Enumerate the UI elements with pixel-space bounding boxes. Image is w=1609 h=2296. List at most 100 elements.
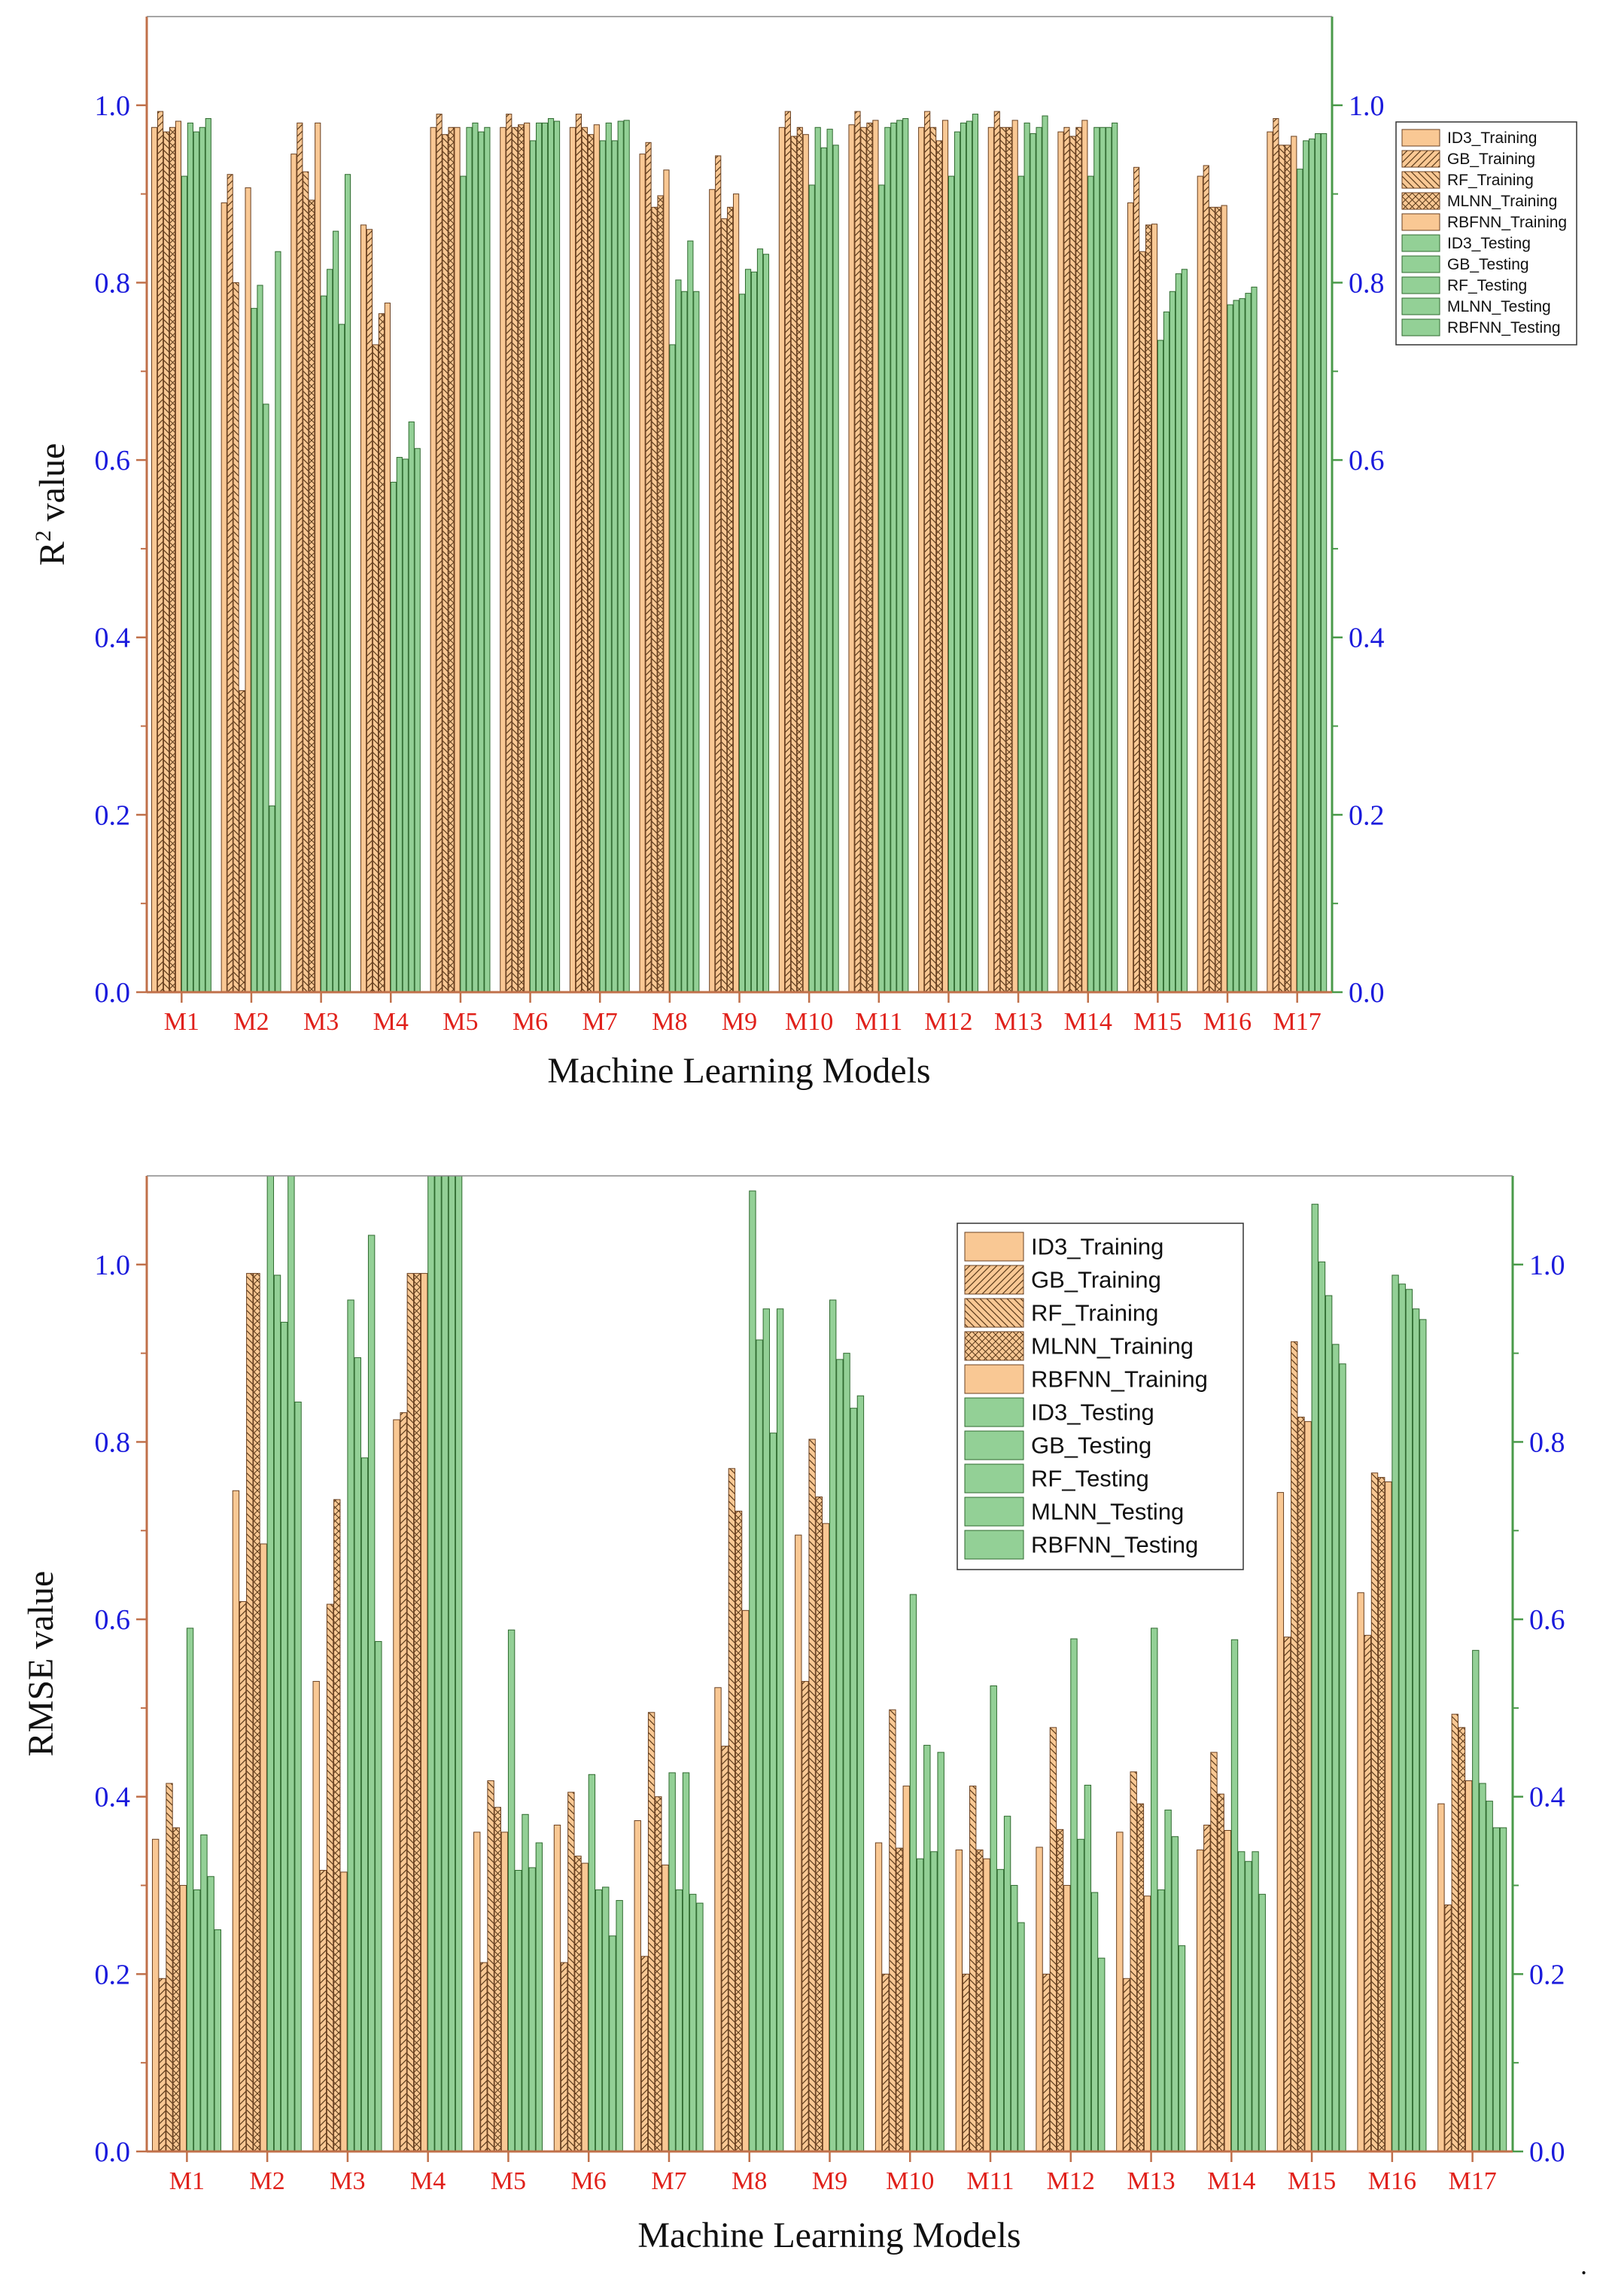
r2-bar-M8-GB_Training: [645, 142, 652, 993]
rmse-bar-M13-GB_Testing: [1157, 1889, 1165, 2152]
r2-bar-M5-MLNN_Testing: [478, 131, 485, 993]
rmse-bar-M14-MLNN_Testing: [1252, 1851, 1259, 2152]
rmse-bar-M15-ID3_Testing: [1311, 1204, 1319, 2152]
r2-bar-M6-ID3_Training: [500, 126, 506, 993]
r2-bar-M17-ID3_Testing: [1297, 169, 1303, 993]
r2-bar-M6-MLNN_Testing: [547, 117, 555, 993]
rmse-legend-swatch: [964, 1265, 1024, 1295]
rmse-bar-M3-RBFNN_Testing: [375, 1641, 382, 2152]
r2-bar-M11-RBFNN_Testing: [902, 117, 909, 993]
rmse-bar-M1-MLNN_Training: [172, 1827, 180, 2152]
rmse-bars: [151, 1175, 1507, 2152]
rmse-legend-label: GB_Training: [1031, 1267, 1161, 1293]
rmse-bar-M11-ID3_Training: [955, 1849, 963, 2152]
r2-y-axis-title-main: R: [32, 541, 72, 565]
r2-legend-label: RBFNN_Testing: [1447, 319, 1561, 336]
rmse-bar-M10-MLNN_Training: [896, 1847, 903, 2152]
r2-bar-M2-RF_Training: [233, 282, 239, 993]
rmse-bar-M8-MLNN_Testing: [769, 1433, 777, 2152]
r2-bar-M5-GB_Training: [436, 114, 443, 993]
r2-bar-M10-GB_Training: [784, 111, 791, 993]
rmse-bar-M9-ID3_Testing: [829, 1299, 837, 2152]
rmse-bar-M15-RF_Testing: [1325, 1295, 1333, 2152]
rmse-legend-label: MLNN_Testing: [1031, 1499, 1184, 1525]
r2-bar-M1-RBFNN_Training: [175, 120, 182, 993]
r2-bar-M4-ID3_Testing: [390, 482, 397, 993]
r2-bar-M17-RBFNN_Testing: [1321, 133, 1328, 993]
rmse-bar-M14-RBFNN_Training: [1224, 1829, 1232, 2152]
r2-bar-M10-MLNN_Testing: [826, 129, 833, 993]
rmse-bar-M14-RF_Testing: [1245, 1861, 1252, 2152]
rmse-bar-M2-MLNN_Training: [253, 1273, 260, 2152]
r2-x-tick-label: M16: [1203, 1008, 1252, 1036]
rmse-bar-M9-MLNN_Training: [815, 1497, 823, 2152]
r2-left-tick-label: 0.0: [95, 977, 131, 1009]
rmse-chart: 0.0 0.00.2 0.20.4 0.40.6 0.60.8 0.81.0 1.0 M1 M…: [21, 1175, 1565, 2255]
r2-bar-M13-ID3_Testing: [1017, 175, 1024, 993]
rmse-bar-M8-ID3_Training: [714, 1687, 722, 2152]
r2-bar-M11-GB_Testing: [884, 126, 891, 993]
r2-bar-M14-ID3_Testing: [1087, 175, 1094, 993]
rmse-bar-M3-MLNN_Training: [333, 1499, 341, 2152]
rmse-right-tick-label: 0.8: [1529, 1427, 1565, 1458]
r2-bar-M12-MLNN_Training: [936, 140, 943, 993]
rmse-bar-M11-RF_Training: [969, 1786, 977, 2152]
r2-bar-M16-MLNN_Testing: [1245, 293, 1252, 993]
rmse-bar-M13-MLNN_Testing: [1171, 1836, 1179, 2152]
rmse-right-tick-label: 0.0: [1529, 2136, 1565, 2168]
rmse-left-tick-label: 0.4: [95, 1782, 131, 1813]
r2-bar-M14-MLNN_Testing: [1106, 126, 1112, 993]
rmse-left-tick-label: 0.0: [95, 2136, 131, 2168]
r2-legend-label: RF_Training: [1447, 172, 1534, 189]
rmse-bar-M1-RF_Training: [166, 1783, 173, 2152]
rmse-x-tick-label: M13: [1127, 2167, 1175, 2195]
rmse-bar-M10-MLNN_Testing: [930, 1851, 938, 2152]
r2-bar-M13-RBFNN_Training: [1011, 120, 1018, 993]
r2-legend-swatch: [1401, 234, 1440, 252]
r2-bar-M17-RF_Testing: [1309, 139, 1315, 993]
rmse-legend-swatch: [964, 1232, 1024, 1262]
rmse-bar-M6-GB_Training: [560, 1962, 568, 2152]
r2-chart: 0.0 0.00.2 0.20.4 0.40.6 0.60.8 0.81.0 1.0 M1 M…: [31, 16, 1577, 1091]
r2-left-tick-label: 0.4: [95, 623, 131, 654]
r2-bar-M3-ID3_Testing: [321, 295, 327, 993]
rmse-bar-M12-RF_Training: [1049, 1727, 1057, 2152]
rmse-x-tick-label: M12: [1047, 2167, 1095, 2195]
rmse-bar-M1-ID3_Training: [151, 1838, 160, 2152]
rmse-bar-M7-GB_Testing: [675, 1889, 683, 2152]
r2-bar-M11-RF_Training: [860, 126, 867, 993]
rmse-bar-M9-RF_Testing: [843, 1353, 850, 2152]
rmse-bar-M6-RBFNN_Training: [581, 1862, 589, 2152]
rmse-bar-M16-ID3_Testing: [1392, 1274, 1399, 2152]
r2-left-tick-label: 0.2: [95, 799, 131, 831]
rmse-bar-M15-MLNN_Testing: [1332, 1344, 1340, 2152]
rmse-bar-M8-RBFNN_Testing: [776, 1308, 784, 2152]
r2-bar-M4-GB_Training: [366, 229, 373, 993]
r2-bar-M15-GB_Testing: [1163, 311, 1170, 993]
r2-bar-M13-RF_Testing: [1030, 133, 1036, 993]
rmse-bar-M5-RBFNN_Training: [500, 1832, 509, 2152]
rmse-legend-label: ID3_Training: [1031, 1234, 1163, 1260]
r2-bar-M13-MLNN_Testing: [1036, 126, 1042, 993]
r2-bar-M9-RBFNN_Training: [733, 193, 740, 993]
r2-bar-M13-MLNN_Training: [1005, 126, 1012, 993]
rmse-bar-M8-GB_Training: [721, 1746, 728, 2152]
rmse-x-tick-label: M1: [169, 2167, 205, 2195]
r2-bar-M6-GB_Training: [506, 114, 513, 993]
rmse-y-ticks: 0.0 0.0 0.2 0.2 0.4 0.4 0.6 0.6 0.8 0.8 1.0 1.0: [95, 1250, 1565, 2168]
r2-x-tick-label: M3: [303, 1008, 339, 1036]
rmse-bar-M2-ID3_Training: [232, 1490, 240, 2152]
rmse-bar-M4-RBFNN_Testing: [455, 1175, 463, 2152]
r2-bar-M10-RF_Testing: [820, 147, 827, 993]
rmse-bar-M16-MLNN_Testing: [1412, 1308, 1420, 2152]
rmse-bar-M7-GB_Training: [640, 1956, 649, 2152]
r2-bar-M2-RBFNN_Testing: [275, 251, 281, 993]
r2-legend-swatch: [1401, 297, 1440, 315]
r2-bar-M14-RBFNN_Training: [1081, 120, 1088, 993]
rmse-legend-label: RBFNN_Testing: [1031, 1532, 1198, 1558]
rmse-bar-M17-GB_Testing: [1479, 1783, 1486, 2152]
r2-y-axis-title: R2 value: [31, 443, 72, 566]
r2-bar-M4-RBFNN_Training: [384, 303, 391, 993]
r2-bar-M9-GB_Training: [715, 155, 722, 993]
r2-bar-M17-GB_Testing: [1303, 140, 1309, 993]
